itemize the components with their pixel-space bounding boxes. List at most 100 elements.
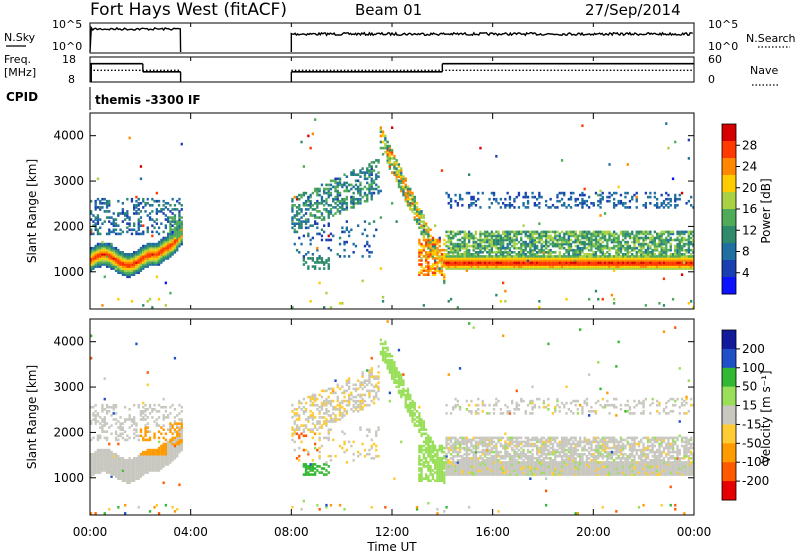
- heatmap-cell: [361, 401, 364, 405]
- heatmap-cell: [121, 432, 124, 436]
- heatmap-cell: [452, 259, 455, 262]
- heatmap-cell: [295, 206, 299, 209]
- heatmap-cell: [384, 142, 387, 146]
- heatmap-cell: [178, 202, 181, 205]
- heatmap-cell: [293, 420, 296, 423]
- heatmap-cell: [164, 224, 167, 227]
- heatmap-cell: [572, 248, 575, 252]
- heatmap-cell: [155, 461, 158, 464]
- heatmap-cell: [431, 255, 435, 258]
- heatmap-cell: [531, 240, 534, 244]
- heatmap-cell: [105, 461, 109, 464]
- heatmap-cell: [128, 222, 131, 225]
- heatmap-cell: [558, 191, 561, 195]
- heatmap-cell: [173, 220, 177, 223]
- heatmap-cell: [388, 363, 391, 366]
- heatmap-cell: [678, 261, 681, 264]
- heatmap-cell: [105, 457, 109, 460]
- heatmap-cell: [96, 412, 100, 415]
- heatmap-cell: [105, 232, 109, 236]
- heatmap-cell: [551, 204, 555, 207]
- heatmap-cell: [547, 259, 550, 262]
- heatmap-cell: [551, 240, 555, 244]
- heatmap-cell: [157, 251, 161, 254]
- heatmap-cell: [395, 169, 398, 172]
- heatmap-cell: [671, 259, 675, 262]
- heatmap-cell: [581, 234, 584, 238]
- heatmap-cell: [642, 242, 645, 246]
- heatmap-cell: [495, 199, 498, 203]
- heatmap-cell: [452, 230, 455, 234]
- heatmap-cell: [372, 179, 376, 183]
- heatmap-cell: [124, 461, 127, 464]
- heatmap-cell: [151, 246, 154, 250]
- power-colorbar-swatch: [722, 226, 736, 244]
- heatmap-cell: [114, 461, 118, 464]
- power-colorbar-tick-label: 4: [742, 266, 750, 280]
- heatmap-cell: [94, 422, 97, 425]
- heatmap-cell: [128, 475, 131, 478]
- heatmap-cell: [327, 187, 330, 191]
- heatmap-cell: [352, 197, 355, 201]
- heatmap-cell: [176, 220, 179, 223]
- heatmap-cell: [178, 442, 181, 446]
- heatmap-cell: [117, 461, 120, 464]
- heatmap-cell: [418, 240, 421, 244]
- heatmap-cell: [96, 465, 100, 468]
- heatmap-cell: [368, 377, 371, 380]
- heatmap-cell: [381, 348, 385, 352]
- heatmap-cell: [108, 459, 111, 462]
- heatmap-cell: [635, 197, 638, 201]
- heatmap-cell: [549, 248, 552, 252]
- heatmap-cell: [153, 506, 156, 509]
- heatmap-cell: [497, 242, 500, 246]
- heatmap-cell: [334, 181, 337, 185]
- heatmap-cell: [558, 242, 561, 246]
- heatmap-cell: [375, 454, 378, 458]
- heatmap-cell: [139, 469, 143, 472]
- heatmap-cell: [406, 389, 410, 393]
- heatmap-cell: [479, 257, 482, 260]
- heatmap-cell: [454, 193, 457, 197]
- heatmap-cell: [114, 432, 118, 436]
- heatmap-cell: [660, 240, 663, 244]
- heatmap-cell: [671, 267, 675, 270]
- heatmap-cell: [415, 218, 419, 221]
- heatmap-cell: [531, 263, 534, 266]
- heatmap-cell: [148, 510, 152, 513]
- heatmap-cell: [126, 216, 129, 219]
- heatmap-cell: [440, 263, 444, 266]
- heatmap-cell: [343, 208, 346, 211]
- heatmap-cell: [674, 248, 677, 252]
- heatmap-cell: [637, 263, 641, 266]
- heatmap-cell: [103, 408, 106, 411]
- heatmap-cell: [139, 457, 143, 460]
- heatmap-cell: [533, 253, 536, 256]
- heatmap-cell: [157, 263, 161, 266]
- heatmap-cell: [617, 242, 620, 246]
- heatmap-cell: [112, 469, 115, 472]
- heatmap-cell: [533, 195, 536, 199]
- heatmap-cell: [395, 385, 398, 389]
- heatmap-cell: [497, 255, 500, 258]
- heatmap-cell: [300, 210, 303, 213]
- heatmap-cell: [148, 212, 152, 215]
- heatmap-cell: [323, 422, 326, 425]
- heatmap-cell: [133, 403, 136, 407]
- heatmap-cell: [529, 236, 532, 240]
- heatmap-cell: [300, 224, 303, 227]
- heatmap-cell: [293, 214, 296, 217]
- heatmap-cell: [572, 267, 575, 270]
- heatmap-cell: [146, 452, 149, 456]
- heatmap-cell: [449, 236, 453, 240]
- heatmap-cell: [352, 399, 355, 403]
- heatmap-cell: [291, 208, 294, 211]
- heatmap-cell: [585, 267, 589, 270]
- heatmap-cell: [341, 230, 344, 234]
- heatmap-cell: [431, 248, 435, 252]
- heatmap-cell: [144, 246, 147, 250]
- heatmap-cell: [642, 236, 645, 240]
- heatmap-cell: [320, 395, 324, 399]
- heatmap-cell: [173, 232, 177, 236]
- heatmap-cell: [384, 342, 387, 346]
